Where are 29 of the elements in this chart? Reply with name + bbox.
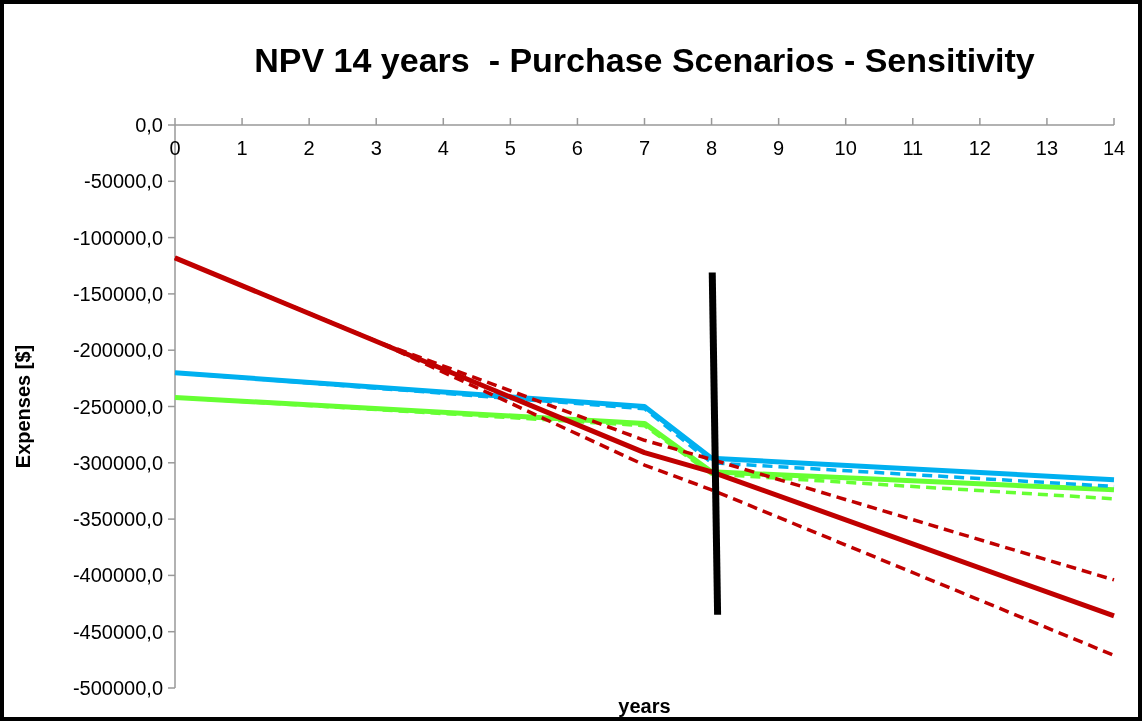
y-tick-label: -200000,0: [72, 339, 163, 362]
x-tick-label: 2: [303, 137, 315, 159]
x-tick-label: 14: [1102, 137, 1126, 159]
x-tick-label: 9: [773, 137, 785, 159]
y-tick-label: 0,0: [135, 114, 163, 136]
y-tick-label: -450000,0: [72, 620, 163, 643]
y-tick-label: -150000,0: [72, 282, 163, 305]
y-tick-label: -500000,0: [72, 677, 163, 699]
x-tick-label: 5: [504, 137, 516, 159]
x-axis-title: years: [618, 695, 671, 717]
y-tick-label: -300000,0: [72, 451, 163, 474]
y-tick-label: -400000,0: [72, 564, 163, 587]
x-tick-label: 7: [638, 137, 651, 159]
x-tick-label: 6: [571, 137, 583, 159]
x-tick-label: 3: [370, 137, 382, 159]
x-tick-label: 4: [437, 137, 449, 159]
y-tick-label: -250000,0: [72, 395, 163, 418]
y-axis-title: Expenses [$]: [12, 344, 34, 469]
x-tick-label: 11: [902, 137, 924, 159]
x-tick-label: 8: [706, 137, 718, 159]
y-tick-label: -100000,0: [72, 226, 163, 249]
x-tick-label: 13: [1035, 137, 1059, 159]
y-tick-label: -350000,0: [72, 508, 163, 531]
chart-title: NPV 14 years - Purchase Scenarios - Sensitivity: [254, 41, 1035, 79]
x-tick-label: 12: [968, 137, 991, 159]
y-tick-label: -50000,0: [84, 170, 163, 193]
x-tick-label: 10: [834, 137, 857, 159]
x-tick-label: 1: [236, 137, 248, 159]
x-tick-label: 0: [169, 137, 181, 159]
